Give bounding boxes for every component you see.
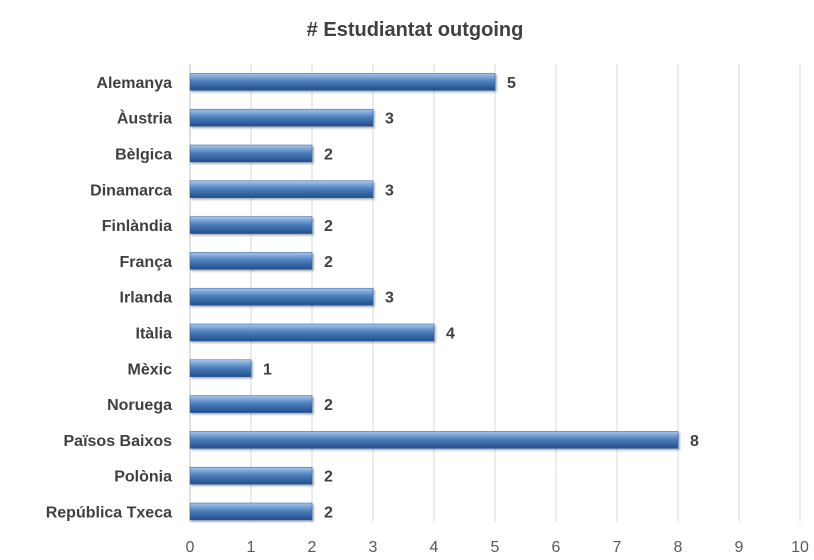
category-labels: Alemanya Àustria Bèlgica Dinamarca Finlàndia…: [46, 75, 172, 522]
category-label: França: [120, 254, 173, 271]
x-tick-label: 0: [186, 539, 195, 556]
category-label: Finlàndia: [102, 218, 172, 235]
data-label: 2: [324, 218, 333, 235]
category-label: Àustria: [117, 109, 172, 128]
data-label: 3: [385, 182, 394, 199]
category-label: Països Baixos: [64, 433, 173, 450]
bar: [189, 73, 496, 91]
data-label: 5: [507, 75, 516, 92]
x-tick-label: 4: [430, 539, 439, 556]
data-label: 8: [690, 433, 699, 450]
bar: [189, 252, 313, 270]
data-label: 3: [385, 290, 394, 307]
x-tick-label: 2: [308, 539, 317, 556]
bars: [189, 73, 679, 521]
x-tick-label: 8: [674, 539, 683, 556]
category-label: Mèxic: [128, 361, 173, 378]
category-label: Itàlia: [136, 326, 173, 343]
bar: [189, 180, 374, 199]
x-tick-label: 10: [791, 539, 809, 556]
bar: [189, 359, 252, 378]
bar: [189, 216, 313, 234]
bar: [189, 323, 435, 342]
data-label: 4: [446, 326, 455, 343]
x-tick-label: 6: [552, 539, 561, 556]
data-labels: 5 3 2 3 2 2 3 4 1 2 8 2 2: [263, 75, 699, 522]
data-label: 2: [324, 469, 333, 486]
category-label: Dinamarca: [90, 182, 172, 199]
bar: [189, 144, 313, 163]
bar: [189, 502, 313, 521]
bar: [189, 431, 679, 449]
x-tick-label: 3: [369, 539, 378, 556]
data-label: 2: [324, 397, 333, 414]
category-label: Alemanya: [96, 75, 172, 92]
category-label: Irlanda: [120, 290, 173, 307]
x-tick-label: 5: [491, 539, 500, 556]
data-label: 2: [324, 254, 333, 271]
bar: [189, 466, 313, 485]
category-label: Bèlgica: [115, 147, 172, 164]
category-label: Polònia: [114, 469, 172, 486]
data-label: 2: [324, 147, 333, 164]
bar: [189, 287, 374, 306]
x-tick-label: 7: [613, 539, 622, 556]
bar: [189, 108, 374, 127]
x-tick-label: 1: [247, 539, 256, 556]
category-label: República Txeca: [46, 505, 172, 522]
bar: [189, 395, 313, 413]
grid-lines: [189, 64, 801, 522]
data-label: 3: [385, 111, 394, 128]
category-label: Noruega: [107, 397, 172, 414]
x-tick-label: 9: [735, 539, 744, 556]
data-label: 1: [263, 361, 272, 378]
chart-title: # Estudiantat outgoing: [307, 19, 524, 41]
data-label: 2: [324, 505, 333, 522]
x-tick-labels: 0 1 2 3 4 5 6 7 8 9 10: [186, 539, 809, 556]
